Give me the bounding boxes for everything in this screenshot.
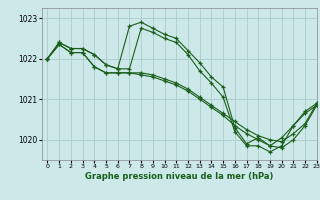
X-axis label: Graphe pression niveau de la mer (hPa): Graphe pression niveau de la mer (hPa)	[85, 172, 273, 181]
